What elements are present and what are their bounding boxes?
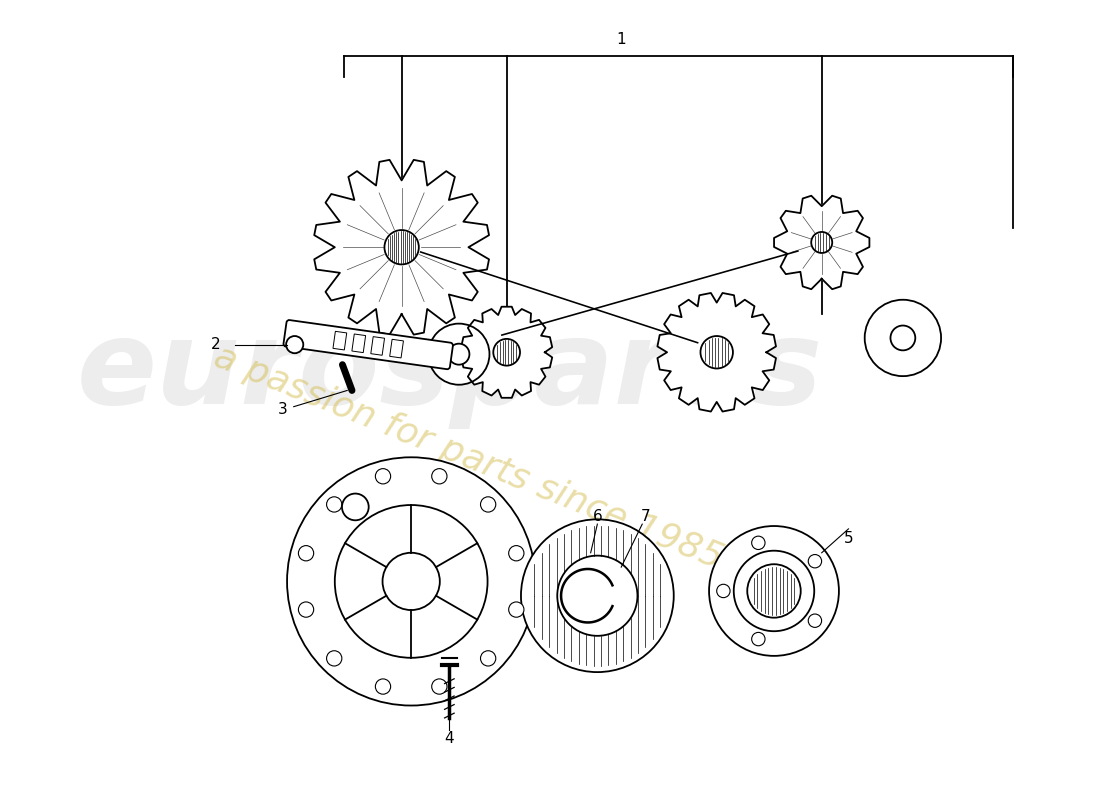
Circle shape — [811, 232, 833, 253]
Circle shape — [521, 519, 673, 672]
Polygon shape — [658, 293, 776, 411]
Circle shape — [375, 469, 390, 484]
Polygon shape — [315, 160, 490, 334]
Circle shape — [298, 546, 314, 561]
Text: 3: 3 — [277, 402, 287, 417]
Circle shape — [710, 526, 839, 656]
Polygon shape — [774, 196, 869, 290]
Text: 6: 6 — [593, 509, 602, 524]
Circle shape — [808, 554, 822, 568]
FancyBboxPatch shape — [284, 320, 453, 370]
Circle shape — [701, 336, 733, 369]
Circle shape — [508, 546, 524, 561]
Circle shape — [298, 602, 314, 618]
Circle shape — [747, 564, 801, 618]
Circle shape — [334, 505, 487, 658]
Circle shape — [327, 650, 342, 666]
Circle shape — [751, 536, 764, 550]
Circle shape — [286, 336, 304, 354]
Circle shape — [481, 497, 496, 512]
Circle shape — [865, 300, 942, 376]
Circle shape — [431, 469, 447, 484]
Text: 2: 2 — [210, 337, 220, 352]
Text: 1: 1 — [616, 31, 626, 46]
Circle shape — [327, 497, 342, 512]
Circle shape — [481, 650, 496, 666]
Text: 4: 4 — [444, 731, 454, 746]
Text: a passion for parts since 1985: a passion for parts since 1985 — [209, 339, 728, 575]
Circle shape — [342, 494, 369, 520]
Circle shape — [375, 679, 390, 694]
Text: eurospares: eurospares — [76, 314, 823, 429]
Circle shape — [383, 553, 440, 610]
Circle shape — [558, 556, 638, 636]
Circle shape — [493, 339, 520, 366]
Text: 7: 7 — [640, 509, 650, 524]
Circle shape — [891, 326, 915, 350]
Circle shape — [287, 458, 536, 706]
Circle shape — [717, 584, 730, 598]
Circle shape — [508, 602, 524, 618]
Text: 5: 5 — [844, 531, 854, 546]
Circle shape — [431, 679, 447, 694]
Circle shape — [428, 324, 490, 385]
Circle shape — [449, 344, 470, 365]
Circle shape — [808, 614, 822, 627]
Circle shape — [751, 632, 764, 646]
Circle shape — [384, 230, 419, 265]
Polygon shape — [461, 306, 552, 398]
